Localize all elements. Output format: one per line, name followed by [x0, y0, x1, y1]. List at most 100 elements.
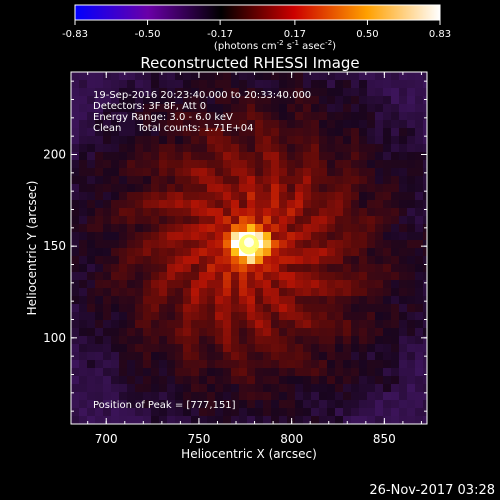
- heatmap-cell: [95, 376, 103, 384]
- heatmap-cell: [311, 248, 319, 256]
- heatmap-cell: [391, 352, 399, 360]
- heatmap-cell: [95, 352, 103, 360]
- heatmap-cell: [383, 328, 391, 336]
- heatmap-cell: [311, 392, 319, 400]
- heatmap-cell: [167, 400, 175, 408]
- heatmap-cell: [231, 96, 239, 104]
- heatmap-cell: [383, 344, 391, 352]
- heatmap-cell: [103, 136, 111, 144]
- heatmap-cell: [271, 216, 279, 224]
- heatmap-cell: [343, 280, 351, 288]
- heatmap-cell: [311, 280, 319, 288]
- heatmap-cell: [143, 304, 151, 312]
- heatmap-cell: [247, 328, 255, 336]
- heatmap-cell: [111, 216, 119, 224]
- heatmap-cell: [415, 216, 423, 224]
- heatmap-cell: [151, 368, 159, 376]
- heatmap-cell: [287, 136, 295, 144]
- heatmap-cell: [183, 120, 191, 128]
- heatmap-cell: [231, 208, 239, 216]
- heatmap-cell: [167, 264, 175, 272]
- heatmap-cell: [87, 392, 95, 400]
- heatmap-cell: [351, 272, 359, 280]
- heatmap-cell: [111, 296, 119, 304]
- heatmap-cell: [287, 376, 295, 384]
- heatmap-cell: [319, 184, 327, 192]
- heatmap-cell: [167, 160, 175, 168]
- heatmap-cell: [391, 256, 399, 264]
- heatmap-cell: [207, 296, 215, 304]
- heatmap-cell: [103, 352, 111, 360]
- heatmap-cell: [127, 312, 135, 320]
- heatmap-cell: [183, 336, 191, 344]
- heatmap-cell: [319, 392, 327, 400]
- heatmap-cell: [415, 144, 423, 152]
- heatmap-cell: [375, 72, 383, 80]
- heatmap-cell: [159, 160, 167, 168]
- heatmap-cell: [383, 320, 391, 328]
- heatmap-cell: [383, 296, 391, 304]
- heatmap-cell: [295, 336, 303, 344]
- heatmap-cell: [407, 144, 415, 152]
- heatmap-cell: [143, 128, 151, 136]
- heatmap-cell: [191, 312, 199, 320]
- heatmap-cell: [71, 88, 79, 96]
- heatmap-cell: [151, 72, 159, 80]
- heatmap-cell: [199, 288, 207, 296]
- heatmap-cell: [423, 136, 427, 144]
- heatmap-cell: [359, 192, 367, 200]
- heatmap-cell: [143, 328, 151, 336]
- heatmap-cell: [223, 296, 231, 304]
- heatmap-cell: [71, 176, 79, 184]
- heatmap-cell: [87, 344, 95, 352]
- heatmap-cell: [127, 176, 135, 184]
- heatmap-cell: [183, 264, 191, 272]
- heatmap-cell: [207, 128, 215, 136]
- heatmap-cell: [231, 184, 239, 192]
- heatmap-cell: [143, 88, 151, 96]
- heatmap-cell: [175, 104, 183, 112]
- heatmap-cell: [215, 208, 223, 216]
- heatmap-cell: [151, 128, 159, 136]
- heatmap-cell: [71, 304, 79, 312]
- heatmap-cell: [79, 344, 87, 352]
- heatmap-cell: [223, 136, 231, 144]
- heatmap-cell: [287, 152, 295, 160]
- heatmap-cell: [271, 120, 279, 128]
- heatmap-cell: [279, 416, 287, 424]
- heatmap-cell: [79, 112, 87, 120]
- heatmap-cell: [95, 120, 103, 128]
- heatmap-cell: [287, 312, 295, 320]
- heatmap-cell: [111, 264, 119, 272]
- heatmap-cell: [303, 312, 311, 320]
- heatmap-cell: [399, 392, 407, 400]
- heatmap-cell: [359, 104, 367, 112]
- heatmap-cell: [327, 88, 335, 96]
- heatmap-cell: [223, 208, 231, 216]
- heatmap-cell: [151, 312, 159, 320]
- heatmap-cell: [167, 296, 175, 304]
- heatmap-cell: [175, 344, 183, 352]
- heatmap-cell: [295, 168, 303, 176]
- heatmap-cell: [175, 176, 183, 184]
- heatmap-cell: [135, 168, 143, 176]
- heatmap-cell: [423, 120, 427, 128]
- heatmap-cell: [391, 160, 399, 168]
- heatmap-cell: [167, 328, 175, 336]
- heatmap-cell: [87, 112, 95, 120]
- heatmap-cell: [215, 72, 223, 80]
- heatmap-cell: [423, 344, 427, 352]
- heatmap-cell: [295, 304, 303, 312]
- heatmap-cell: [111, 360, 119, 368]
- heatmap-cell: [159, 136, 167, 144]
- heatmap-cell: [311, 304, 319, 312]
- heatmap-cell: [391, 304, 399, 312]
- heatmap-cell: [303, 176, 311, 184]
- heatmap-cell: [71, 144, 79, 152]
- heatmap-cell: [191, 336, 199, 344]
- heatmap-cell: [191, 296, 199, 304]
- heatmap-cell: [303, 368, 311, 376]
- heatmap-cell: [79, 384, 87, 392]
- heatmap-cell: [191, 384, 199, 392]
- heatmap-cell: [167, 336, 175, 344]
